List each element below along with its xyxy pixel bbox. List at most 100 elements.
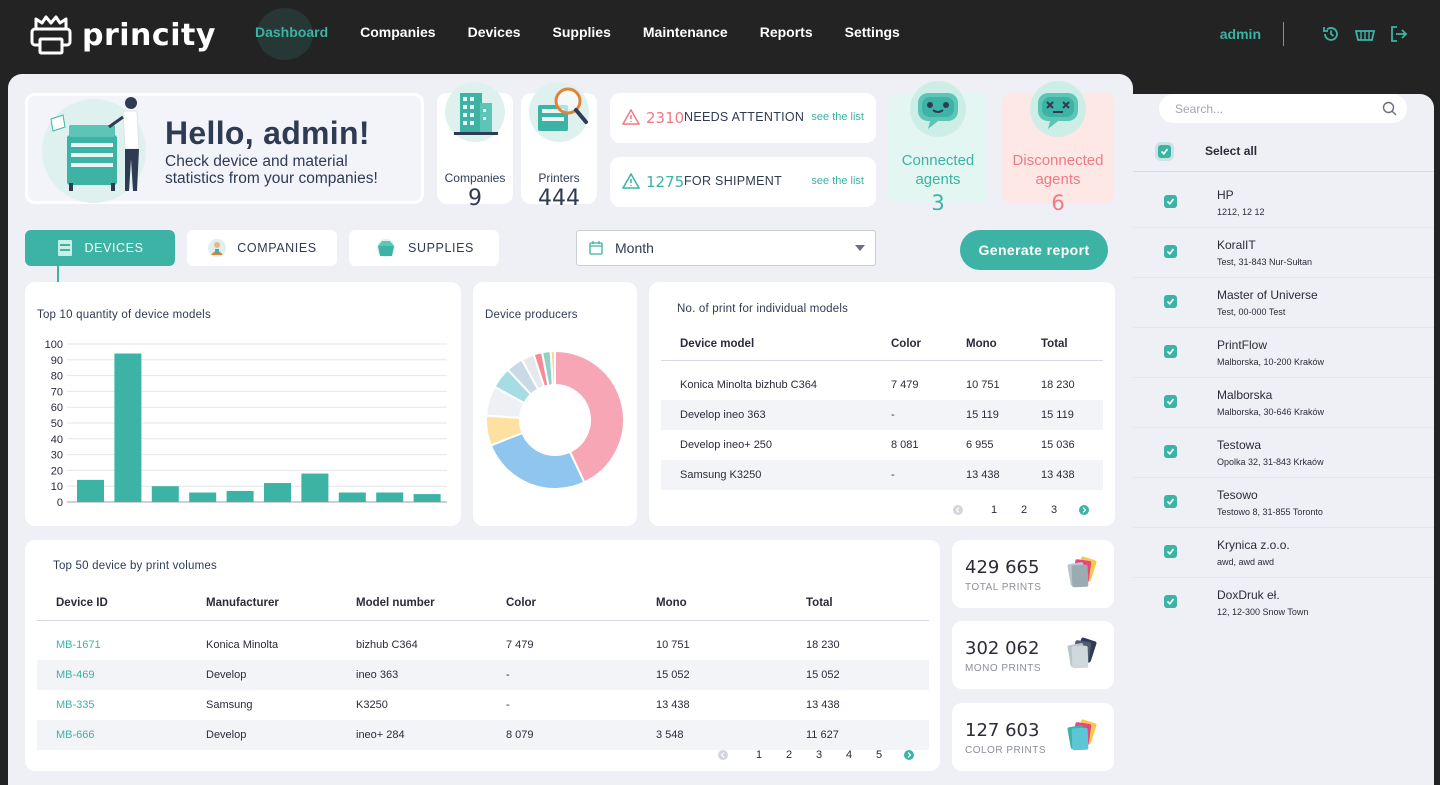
nav-companies[interactable]: Companies bbox=[360, 24, 436, 40]
bar[interactable] bbox=[301, 473, 329, 502]
bar[interactable] bbox=[226, 490, 254, 502]
next-page-icon[interactable] bbox=[904, 750, 914, 760]
select-all-row[interactable]: Select all bbox=[1158, 144, 1257, 158]
period-select[interactable]: Month bbox=[576, 230, 876, 266]
donut-slice[interactable] bbox=[554, 349, 625, 484]
tab-companies[interactable]: COMPANIES bbox=[187, 230, 337, 266]
checkbox-checked-icon[interactable] bbox=[1158, 144, 1171, 158]
device-id-link[interactable]: MB-469 bbox=[37, 660, 187, 690]
checkbox-checked-icon[interactable] bbox=[1164, 545, 1177, 558]
nav-maintenance[interactable]: Maintenance bbox=[642, 24, 728, 40]
column-header[interactable]: Total bbox=[787, 586, 929, 621]
page-button[interactable]: 3 bbox=[815, 749, 823, 761]
table-row[interactable]: MB-1671 Konica Minolta bizhub C364 7 479… bbox=[37, 620, 929, 660]
nav-reports[interactable]: Reports bbox=[759, 24, 813, 40]
top10-bar-chart: 0 10 20 30 40 50 60 70 80 90 100 bbox=[45, 339, 447, 509]
column-header[interactable]: Mono bbox=[947, 328, 1022, 361]
company-list-item[interactable]: Testowa Opolka 32, 31-843 Krkaów bbox=[1133, 428, 1434, 478]
search-field[interactable]: Search... bbox=[1159, 94, 1407, 123]
checkbox-checked-icon[interactable] bbox=[1164, 495, 1177, 508]
checkbox-checked-icon[interactable] bbox=[1164, 295, 1177, 308]
bar[interactable] bbox=[413, 494, 441, 502]
checkbox-checked-icon[interactable] bbox=[1164, 195, 1177, 208]
printer-search-icon bbox=[529, 82, 589, 142]
page-button[interactable]: 3 bbox=[1050, 504, 1058, 516]
table-row[interactable]: Samsung K3250 - 13 438 13 438 bbox=[661, 460, 1103, 490]
disconnected-agents-card[interactable]: Disconnected agents 6 bbox=[1002, 81, 1114, 215]
table-row[interactable]: Develop ineo+ 250 8 081 6 955 15 036 bbox=[661, 430, 1103, 460]
table-row[interactable]: MB-335 Samsung K3250 - 13 438 13 438 bbox=[37, 690, 929, 720]
table-cell: - bbox=[872, 400, 947, 430]
tab-devices[interactable]: DEVICES bbox=[25, 230, 175, 266]
company-list-item[interactable]: KoralIT Test, 31-843 Nur-Sułtan bbox=[1133, 228, 1434, 278]
column-header[interactable]: Color bbox=[487, 586, 637, 621]
column-header[interactable]: Mono bbox=[637, 586, 787, 621]
checkbox-checked-icon[interactable] bbox=[1164, 245, 1177, 258]
next-page-icon[interactable] bbox=[1079, 505, 1089, 515]
prev-page-icon[interactable] bbox=[718, 750, 728, 760]
company-list-item[interactable]: PrintFlow Malborska, 10-200 Kraków bbox=[1133, 328, 1434, 378]
page-button[interactable]: 5 bbox=[875, 749, 883, 761]
column-header[interactable]: Color bbox=[872, 328, 947, 361]
table-row[interactable]: MB-666 Develop ineo+ 284 8 079 3 548 11 … bbox=[37, 720, 929, 750]
checkbox-checked-icon[interactable] bbox=[1164, 445, 1177, 458]
needs-attention-count: 2310 bbox=[646, 109, 685, 127]
column-header[interactable]: Device ID bbox=[37, 586, 187, 621]
donut-slice[interactable] bbox=[549, 349, 556, 387]
models-table-title: No. of print for individual models bbox=[677, 303, 849, 315]
connected-agents-card[interactable]: Connected agents 3 bbox=[888, 81, 988, 215]
nav-devices[interactable]: Devices bbox=[467, 24, 521, 40]
column-header[interactable]: Device model bbox=[661, 328, 872, 361]
nav-dashboard[interactable]: Dashboard bbox=[255, 8, 329, 60]
company-list-item[interactable]: Krynica z.o.o. awd, awd awd bbox=[1133, 528, 1434, 578]
basket-icon[interactable] bbox=[1354, 23, 1376, 45]
generate-report-button[interactable]: Generate report bbox=[960, 230, 1108, 270]
company-list-item[interactable]: Malborska Malborska, 30-646 Kraków bbox=[1133, 378, 1434, 428]
connected-agents-label: Connected agents bbox=[888, 151, 988, 189]
device-id-link[interactable]: MB-666 bbox=[37, 720, 187, 750]
y-tick-label: 60 bbox=[51, 402, 63, 414]
nav-supplies[interactable]: Supplies bbox=[552, 24, 611, 40]
username-link[interactable]: admin bbox=[1219, 26, 1261, 42]
printers-stat-card[interactable]: Printers 444 bbox=[521, 82, 597, 211]
donut-slice[interactable] bbox=[489, 431, 586, 490]
prev-page-icon[interactable] bbox=[953, 505, 963, 515]
nav-settings[interactable]: Settings bbox=[844, 24, 900, 40]
device-id-link[interactable]: MB-335 bbox=[56, 699, 95, 711]
page-button[interactable]: 4 bbox=[845, 749, 853, 761]
bar[interactable] bbox=[264, 483, 291, 502]
checkbox-checked-icon[interactable] bbox=[1164, 345, 1177, 358]
history-icon[interactable] bbox=[1320, 23, 1342, 45]
for-shipment-link[interactable]: see the list bbox=[811, 175, 864, 187]
logout-icon[interactable] bbox=[1388, 23, 1410, 45]
search-icon[interactable] bbox=[1382, 101, 1397, 116]
table-row[interactable]: MB-469 Develop ineo 363 - 15 052 15 052 bbox=[37, 660, 929, 690]
page-button[interactable]: 2 bbox=[1020, 504, 1028, 516]
device-id-link[interactable]: MB-1671 bbox=[56, 639, 101, 652]
bar[interactable] bbox=[189, 492, 217, 502]
bar[interactable] bbox=[77, 479, 104, 502]
bar[interactable] bbox=[114, 353, 142, 502]
companies-stat-card[interactable]: Companies 9 bbox=[437, 82, 513, 211]
company-list-item[interactable]: Tesowo Testowo 8, 31-855 Toronto bbox=[1133, 478, 1434, 528]
brand-logo[interactable]: princity bbox=[30, 15, 216, 55]
company-list-item[interactable]: HP 1212, 12 12 bbox=[1133, 178, 1434, 228]
bar[interactable] bbox=[376, 492, 404, 502]
column-header[interactable]: Manufacturer bbox=[187, 586, 337, 621]
page-button[interactable]: 1 bbox=[755, 749, 763, 761]
search-input[interactable]: Search... bbox=[1175, 101, 1224, 116]
table-row[interactable]: Konica Minolta bizhub C364 7 479 10 751 … bbox=[661, 360, 1103, 400]
tab-supplies[interactable]: SUPPLIES bbox=[349, 230, 499, 266]
company-list-item[interactable]: Master of Universe Test, 00-000 Test bbox=[1133, 278, 1434, 328]
company-list-item[interactable]: DoxDruk eł. 12, 12-300 Snow Town bbox=[1133, 578, 1434, 628]
page-button[interactable]: 2 bbox=[785, 749, 793, 761]
page-button[interactable]: 1 bbox=[990, 504, 998, 516]
checkbox-checked-icon[interactable] bbox=[1164, 395, 1177, 408]
table-row[interactable]: Develop ineo 363 - 15 119 15 119 bbox=[661, 400, 1103, 430]
needs-attention-link[interactable]: see the list bbox=[811, 111, 864, 123]
bar[interactable] bbox=[338, 492, 366, 502]
bar[interactable] bbox=[151, 486, 179, 502]
column-header[interactable]: Model number bbox=[337, 586, 487, 621]
checkbox-checked-icon[interactable] bbox=[1164, 595, 1177, 608]
column-header[interactable]: Total bbox=[1022, 328, 1103, 361]
